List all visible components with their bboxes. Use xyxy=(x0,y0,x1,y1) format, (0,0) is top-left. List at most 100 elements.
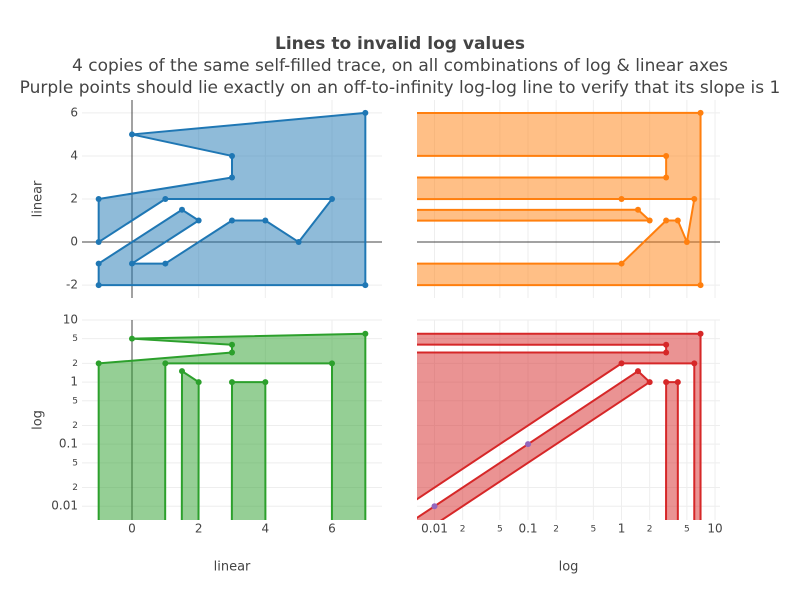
marker xyxy=(129,260,135,267)
marker xyxy=(618,360,625,367)
marker xyxy=(129,335,135,342)
marker xyxy=(95,360,102,367)
x-tick-label: 5 xyxy=(591,525,597,535)
marker xyxy=(229,379,235,386)
x-tick-label: 10 xyxy=(707,522,722,536)
x-axis-title: log xyxy=(559,560,579,575)
marker xyxy=(162,196,169,202)
x-tick-label: 0 xyxy=(128,522,136,536)
x-tick-label: 2 xyxy=(195,522,203,536)
x-tick-label: 0.1 xyxy=(518,522,537,536)
marker xyxy=(697,330,704,337)
x-tick-label: 4 xyxy=(262,522,270,536)
y-tick-label: 5 xyxy=(72,334,78,344)
marker xyxy=(663,217,670,224)
y-tick-label: 5 xyxy=(72,396,78,406)
marker xyxy=(95,196,102,202)
y-tick-label: 5 xyxy=(72,458,78,468)
subplot: -2 0 2 4 6 linear xyxy=(31,100,382,298)
marker xyxy=(129,131,135,138)
subplot: 0 2 4 6 10 5 2 1 5 2 0.1 5 2 0.01 linear log xyxy=(31,313,382,575)
marker xyxy=(229,341,235,348)
marker xyxy=(674,217,681,224)
x-tick-label: 2 xyxy=(647,525,653,535)
marker xyxy=(179,206,185,213)
plot-area xyxy=(95,330,369,520)
x-tick-label: 0.01 xyxy=(421,522,448,536)
x-tick-label: 5 xyxy=(497,525,503,535)
marker xyxy=(95,260,102,267)
y-tick-label: 2 xyxy=(72,483,78,493)
y-tick-label: 4 xyxy=(70,148,78,162)
plot-area xyxy=(95,109,369,289)
marker xyxy=(634,368,641,375)
subplot: 0.01 2 5 0.1 2 5 1 2 5 10 log xyxy=(417,319,723,575)
marker xyxy=(697,109,704,116)
marker xyxy=(362,109,369,116)
x-axis-title: linear xyxy=(214,560,251,575)
y-tick-label: -2 xyxy=(66,278,78,292)
chart-title: Lines to invalid log values xyxy=(275,34,525,54)
x-tick-label: 5 xyxy=(684,525,690,535)
marker xyxy=(663,341,670,348)
marker xyxy=(634,206,641,213)
marker xyxy=(691,360,698,367)
y-tick-label: 2 xyxy=(72,359,78,369)
marker xyxy=(646,379,653,386)
y-axis-title: linear xyxy=(31,180,46,217)
plot-area xyxy=(417,330,704,520)
y-tick-label: 0 xyxy=(70,235,78,249)
marker xyxy=(663,174,670,181)
marker xyxy=(663,349,670,356)
y-tick-label: 2 xyxy=(70,192,78,206)
marker xyxy=(162,360,169,367)
marker xyxy=(663,152,670,159)
subtitle: Purple points should lie exactly on an o… xyxy=(20,78,781,98)
x-tick-label: 2 xyxy=(460,525,466,535)
y-tick-label: 10 xyxy=(63,313,78,327)
marker xyxy=(697,282,704,289)
x-tick-label: 2 xyxy=(553,525,559,535)
marker xyxy=(362,282,369,289)
y-tick-label: 0.01 xyxy=(51,499,78,513)
marker xyxy=(195,217,202,224)
marker xyxy=(691,196,698,202)
y-tick-label: 6 xyxy=(70,105,78,119)
marker xyxy=(195,379,202,386)
marker xyxy=(295,239,302,246)
marker xyxy=(262,379,269,386)
fill-area xyxy=(417,333,701,520)
marker xyxy=(674,379,681,386)
marker xyxy=(431,503,438,510)
y-axis-title: log xyxy=(31,410,46,430)
subplot xyxy=(417,100,720,298)
marker xyxy=(229,174,235,181)
plot-area xyxy=(417,109,704,289)
marker xyxy=(525,441,532,448)
marker xyxy=(362,330,369,337)
marker xyxy=(329,196,335,202)
y-tick-label: 1 xyxy=(70,375,78,389)
line xyxy=(417,332,702,520)
marker xyxy=(95,239,102,246)
x-tick-label: 6 xyxy=(328,522,336,536)
marker xyxy=(229,349,235,356)
marker xyxy=(618,260,625,267)
marker xyxy=(95,282,102,289)
y-tick-label: 0.1 xyxy=(59,437,78,451)
marker xyxy=(262,217,269,224)
subtitle: 4 copies of the same self-filled trace, … xyxy=(72,56,728,76)
marker xyxy=(329,360,335,367)
marker xyxy=(162,260,169,267)
y-tick-label: 2 xyxy=(72,421,78,431)
marker xyxy=(646,217,653,224)
line xyxy=(97,332,367,520)
x-tick-label: 1 xyxy=(618,522,626,536)
marker xyxy=(229,152,235,159)
marker xyxy=(663,379,670,386)
marker xyxy=(618,196,625,202)
marker xyxy=(683,239,690,246)
marker xyxy=(179,368,185,375)
marker xyxy=(229,217,235,224)
